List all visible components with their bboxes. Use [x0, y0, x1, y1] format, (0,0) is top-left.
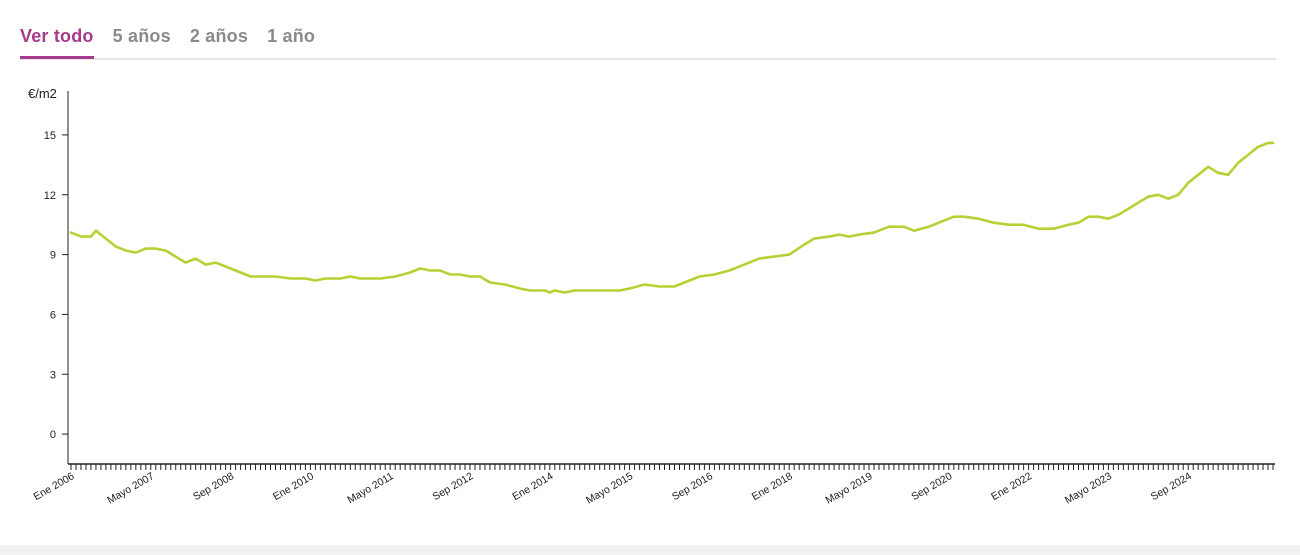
x-tick-label: Mayo 2019	[824, 470, 875, 506]
x-tick-label: Ene 2014	[510, 470, 555, 503]
x-tick-label: Ene 2022	[989, 470, 1034, 503]
tab-1-ano[interactable]: 1 año	[267, 26, 316, 46]
x-tick-label: Ene 2006	[32, 470, 77, 503]
x-tick-label: Mayo 2011	[345, 470, 395, 506]
x-tick-label: Ene 2018	[750, 470, 795, 503]
price-series-line	[69, 141, 1275, 294]
y-tick-label: 3	[50, 369, 56, 381]
x-tick-label: Ene 2010	[271, 470, 316, 503]
y-tick-label: 12	[44, 190, 56, 202]
y-tick-label: 0	[50, 429, 56, 441]
y-tick-label: 6	[50, 309, 56, 321]
footer-bar	[0, 545, 1300, 555]
x-tick-label: Sep 2024	[1149, 470, 1194, 503]
y-axis: 0 3 6 9 12 15	[44, 91, 69, 464]
x-tick-label: Mayo 2007	[105, 470, 156, 506]
x-tick-label: Mayo 2015	[584, 470, 635, 506]
x-tick-label: Sep 2012	[431, 470, 476, 503]
x-tick-label: Sep 2020	[909, 470, 954, 503]
tab-ver-todo[interactable]: Ver todo	[20, 22, 94, 59]
y-axis-unit-label: €/m2	[28, 86, 57, 101]
x-tick-label: Sep 2016	[670, 470, 715, 503]
tab-5-anos[interactable]: 5 años	[112, 26, 171, 46]
x-axis: Ene 2006 Mayo 2007 Sep 2008 Ene 2010 Mayo 20…	[32, 463, 1275, 507]
x-tick-label: Mayo 2023	[1063, 470, 1114, 506]
y-tick-label: 9	[50, 250, 56, 262]
y-tick-label: 15	[44, 130, 56, 142]
x-tick-label: Sep 2008	[191, 470, 236, 503]
period-tabs: Ver todo 5 años 2 años 1 año	[20, 22, 1276, 60]
series-layer	[69, 141, 1275, 294]
tab-2-anos[interactable]: 2 años	[189, 26, 249, 46]
